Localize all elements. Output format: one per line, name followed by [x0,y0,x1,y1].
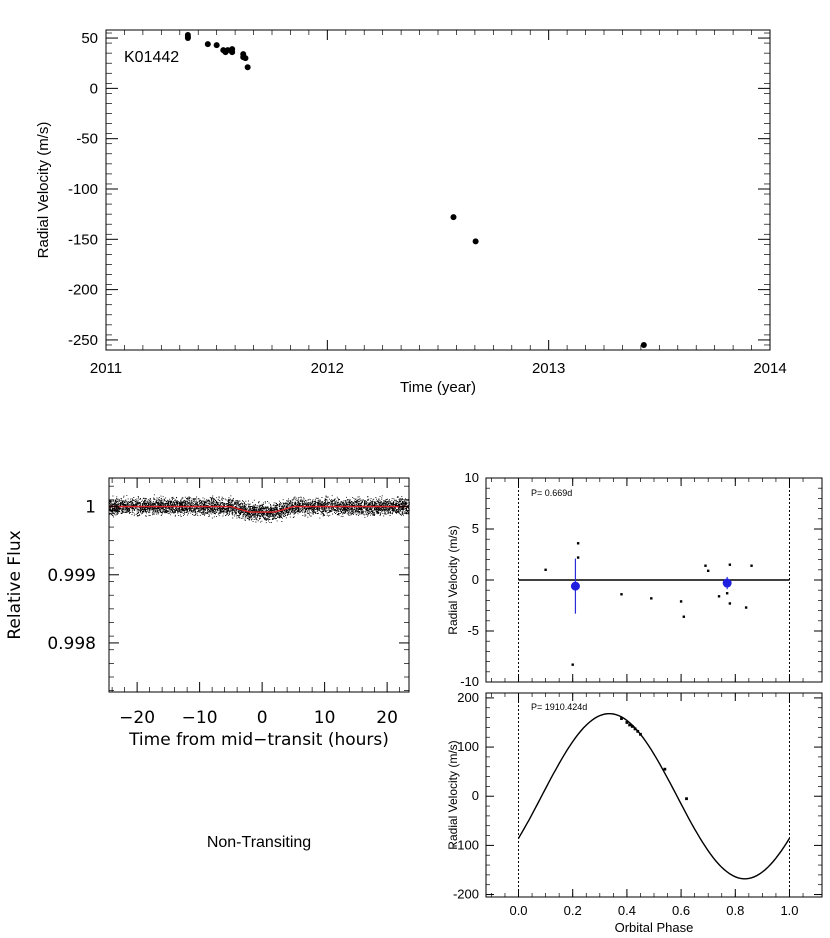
rv-long-point [625,721,629,724]
rv-time-point [184,35,191,42]
transit-ytick-label: 0.999 [47,566,96,586]
rv-short-point [544,568,547,571]
transit-model-line [109,505,409,513]
rv-long-xtick-label: 0.6 [672,903,690,918]
rv-short-point [728,602,732,605]
rv-short-point [571,663,574,666]
rv-time-xtick-label: 2014 [753,360,786,377]
rv-phase-long-annotation: P= 1910.424d [531,702,587,712]
rv-time-point [640,341,647,348]
rv-time-xlabel: Time (year) [400,379,476,396]
rv-long-ytick-label: 100 [457,739,479,754]
rv-long-point [639,732,642,736]
rv-time-ytick-label: 50 [81,30,98,47]
transit-xtick-label: 20 [376,708,398,728]
rv-short-point [750,564,753,567]
rv-time-point [213,42,220,49]
rv-short-ytick-label: 10 [465,470,479,485]
rv-time-ytick-label: -100 [68,181,98,198]
rv-short-ytick-label: 0 [472,572,479,587]
rv-time-ytick-label: -250 [68,332,98,349]
transit-ytick-label: 1 [85,498,96,518]
rv-long-point [663,767,667,771]
rv-time-ylabel: Radial Velocity (m/s) [35,122,52,259]
rv-short-point [576,542,580,545]
rv-time-point [204,41,211,48]
rv-short-ytick-label: 5 [472,521,479,536]
rv-long-ytick-label: -100 [453,837,479,852]
rv-short-binned-point [570,581,580,591]
rv-long-point [636,729,640,733]
rv-short-ytick-label: -10 [460,674,479,689]
rv-time-xtick-label: 2011 [90,360,122,377]
rv-phase-short-ylabel: Radial Velocity (m/s) [446,525,460,634]
rv-time-point [472,238,479,245]
rv-phase-short-annotation: P= 0.669d [531,488,572,498]
rv-short-point [682,615,686,618]
transit-xlabel: Time from mid−transit (hours) [128,730,389,750]
rv-time-plot-frame [105,29,771,351]
transit-flux-points [109,494,410,524]
rv-time-ytick-label: -200 [68,282,98,299]
rv-long-xtick-label: 0.8 [726,903,744,918]
rv-time-point [244,64,251,71]
rv-long-point [630,725,634,728]
rv-long-xtick-label: 1.0 [780,903,798,918]
rv-time-xtick-label: 2012 [311,360,344,377]
transit-xtick-label: 10 [314,708,336,728]
rv-long-model-curve [517,713,791,880]
caption-non-transiting: Non-Transiting [207,834,311,851]
rv-phase-long-ylabel: Radial Velocity (m/s) [446,740,460,849]
rv-long-xtick-label: 0.2 [564,903,582,918]
rv-time-panel: 2011 2012 2013 2014 50 0 -50 -100 -150 -200 -250 K… [35,29,787,396]
rv-long-point [685,797,688,801]
transit-xtick-label: −10 [182,708,218,728]
rv-long-ytick-label: 0 [472,788,479,803]
rv-short-point [706,569,710,573]
rv-phase-long-plot-frame [485,692,823,898]
rv-short-point [744,606,748,609]
rv-short-point [650,597,653,600]
rv-short-binned-point [722,578,732,588]
rv-long-ytick-label: -200 [453,887,479,902]
rv-time-ytick-label: -150 [68,231,98,248]
rv-time-point [242,55,249,62]
rv-phase-long-panel: 200 100 0 -100 -200 0.0 0.2 0.4 0.6 0.8 1.0 P= 191… [446,690,823,935]
rv-time-xtick-label: 2013 [532,360,565,377]
rv-time-ytick-label: -50 [76,131,98,148]
transit-ylabel: Relative Flux [5,530,25,639]
rv-time-annotation: K01442 [124,49,179,66]
rv-long-point [620,717,623,720]
transit-panel: −20 −10 0 10 20 1 0.999 0.998 Time from mid−tra… [5,477,410,750]
rv-short-point [725,592,729,595]
transit-xtick-label: −20 [119,708,155,728]
rv-long-ytick-label: 200 [457,690,479,705]
transit-xtick-label: 0 [257,708,268,728]
rv-long-point [628,723,632,727]
rv-phase-short-panel: 10 5 0 -5 -10 P= 0.669d Radial Velocity (m/s… [446,470,823,689]
rv-long-point [633,727,637,731]
transit-ytick-label: 0.998 [47,634,96,654]
transit-plot-frame [108,477,410,693]
rv-short-ytick-label: -5 [467,623,479,638]
rv-short-point [576,556,580,559]
rv-short-point [620,593,623,596]
rv-time-point [229,46,236,53]
rv-long-xtick-label: 0.0 [509,903,527,918]
rv-short-point [717,595,721,598]
rv-time-ytick-label: 0 [90,80,98,97]
rv-phase-long-xlabel: Orbital Phase [615,920,694,935]
rv-time-point [450,214,457,221]
rv-long-xtick-label: 0.4 [618,903,636,918]
rv-short-point [728,563,732,566]
rv-short-point [704,564,707,567]
rv-short-point [679,600,683,603]
